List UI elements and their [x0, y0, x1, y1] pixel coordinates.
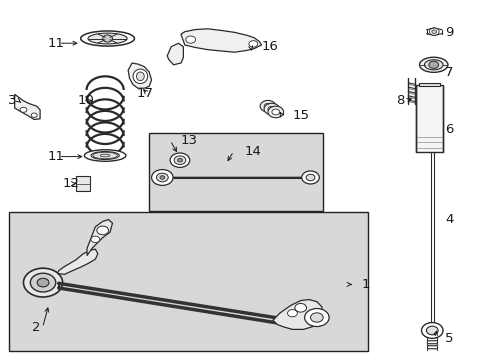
Text: 16: 16 — [261, 40, 278, 53]
Ellipse shape — [419, 57, 447, 72]
Circle shape — [37, 278, 49, 287]
FancyBboxPatch shape — [9, 212, 367, 351]
Circle shape — [160, 176, 164, 179]
Circle shape — [267, 106, 275, 112]
Text: 14: 14 — [244, 145, 261, 158]
Circle shape — [156, 173, 168, 182]
Circle shape — [310, 313, 323, 322]
Circle shape — [421, 323, 442, 338]
Text: 5: 5 — [444, 332, 452, 345]
FancyBboxPatch shape — [149, 133, 322, 211]
Circle shape — [267, 106, 283, 118]
Ellipse shape — [81, 31, 134, 46]
Circle shape — [30, 273, 56, 292]
Text: 4: 4 — [444, 213, 452, 226]
Polygon shape — [87, 220, 112, 256]
Text: 12: 12 — [62, 177, 80, 190]
Polygon shape — [58, 249, 98, 274]
Circle shape — [185, 36, 195, 43]
Ellipse shape — [84, 150, 126, 161]
Circle shape — [426, 326, 437, 335]
Ellipse shape — [424, 60, 442, 70]
Circle shape — [177, 158, 182, 162]
Text: 10: 10 — [77, 94, 94, 107]
Circle shape — [248, 41, 257, 47]
Polygon shape — [15, 94, 40, 120]
Circle shape — [301, 171, 319, 184]
Circle shape — [260, 100, 275, 112]
Text: 1: 1 — [361, 278, 369, 291]
Circle shape — [428, 61, 438, 68]
Circle shape — [304, 309, 328, 327]
Text: 11: 11 — [48, 150, 65, 163]
Text: 13: 13 — [181, 134, 198, 147]
Polygon shape — [167, 43, 183, 65]
Polygon shape — [128, 63, 151, 88]
Bar — [76, 176, 90, 191]
Circle shape — [428, 28, 438, 35]
Text: 7: 7 — [444, 66, 452, 78]
Ellipse shape — [88, 33, 127, 44]
Ellipse shape — [136, 72, 144, 81]
Text: 9: 9 — [444, 26, 452, 39]
Circle shape — [97, 226, 108, 235]
Circle shape — [264, 103, 271, 109]
Circle shape — [91, 236, 100, 243]
Text: 6: 6 — [444, 123, 452, 136]
Circle shape — [23, 268, 62, 297]
Circle shape — [174, 156, 185, 165]
Polygon shape — [181, 29, 261, 52]
Circle shape — [151, 170, 173, 185]
Circle shape — [305, 174, 314, 181]
Text: 2: 2 — [32, 321, 40, 334]
Bar — [418, 83, 439, 86]
Ellipse shape — [133, 69, 147, 84]
Circle shape — [431, 30, 436, 33]
Polygon shape — [272, 300, 322, 329]
Circle shape — [20, 107, 27, 112]
Circle shape — [31, 113, 37, 117]
Circle shape — [294, 303, 306, 312]
Text: 8: 8 — [395, 94, 404, 107]
Text: 3: 3 — [8, 94, 16, 107]
Text: 17: 17 — [137, 87, 154, 100]
Circle shape — [287, 310, 297, 317]
Bar — [415, 85, 442, 152]
Circle shape — [271, 109, 279, 115]
Text: 11: 11 — [48, 37, 65, 50]
Circle shape — [102, 35, 112, 42]
Ellipse shape — [91, 152, 119, 159]
Circle shape — [264, 103, 279, 115]
Circle shape — [170, 153, 189, 167]
Text: 15: 15 — [292, 109, 309, 122]
